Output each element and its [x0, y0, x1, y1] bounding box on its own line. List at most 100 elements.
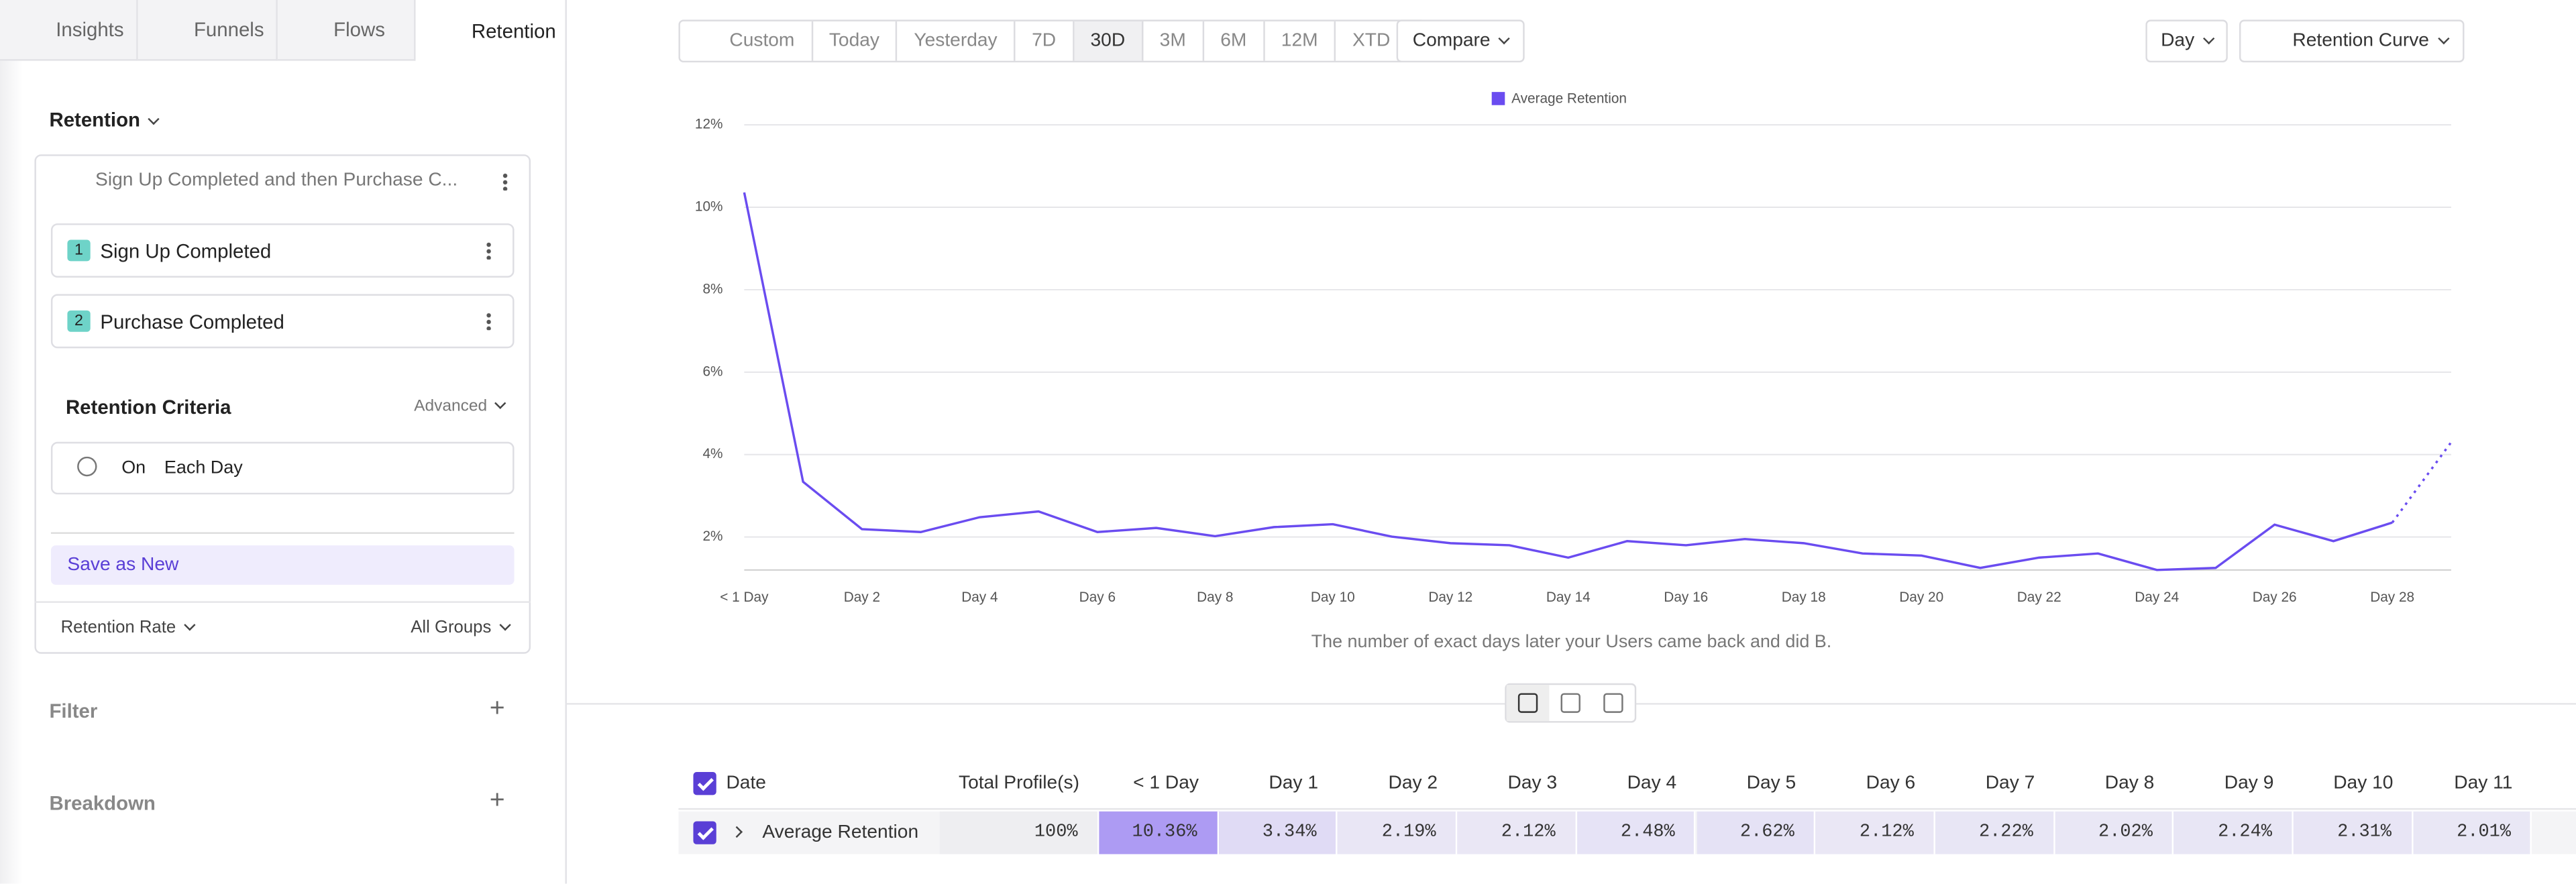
y-tick-label: 6%	[702, 364, 722, 379]
retention-cell: 2.02%	[2054, 811, 2174, 854]
retention-cell: 2.24%	[2174, 811, 2294, 854]
report-type[interactable]: Retention	[49, 109, 158, 131]
x-tick-label: < 1 Day	[720, 590, 769, 605]
criteria-title: Retention Criteria	[65, 396, 231, 419]
column-header: < 1 Day	[1133, 773, 1199, 793]
column-header: Day 11	[2454, 773, 2513, 793]
range-button[interactable]: 7D	[1016, 21, 1075, 61]
range-button[interactable]: Today	[812, 21, 898, 61]
menu[interactable]	[502, 172, 508, 191]
step-index: 2	[67, 310, 91, 332]
y-tick-label: 10%	[695, 199, 723, 215]
x-tick-label: Day 2	[844, 590, 880, 605]
range-button[interactable]: 3M	[1143, 21, 1204, 61]
range-button[interactable]: Yesterday	[898, 21, 1016, 61]
range-button[interactable]: 6M	[1204, 21, 1265, 61]
x-tick-label: Day 22	[2017, 590, 2061, 605]
retention-cell: 2.48%	[1576, 811, 1697, 854]
column-header: Date	[726, 773, 766, 793]
filter-label: Filter	[49, 700, 98, 723]
retention-cell: 2.19%	[1338, 811, 1458, 854]
retention-cell: 3.34%	[1218, 811, 1338, 854]
range-button[interactable]: 30D	[1074, 21, 1144, 61]
step-label: Purchase Completed	[100, 310, 284, 334]
column-header: Day 5	[1746, 773, 1796, 793]
add-filter[interactable]: +	[489, 694, 505, 723]
view[interactable]: Retention Curve	[2239, 19, 2465, 63]
tab[interactable]: Flows	[277, 0, 416, 61]
breakdown-label: Breakdown	[49, 791, 156, 815]
column-header: Day 8	[2104, 773, 2155, 793]
criteria-mode[interactable]: Advanced	[414, 398, 505, 416]
tab[interactable]: Funnels	[138, 0, 278, 61]
column-header: Day 6	[1866, 773, 1916, 793]
select-all[interactable]	[693, 772, 716, 795]
column-header: Total Profile(s)	[958, 773, 1079, 793]
x-tick-label: Day 24	[2135, 590, 2179, 605]
retention-cell: 2.01%	[2412, 811, 2532, 854]
add-breakdown[interactable]: +	[489, 787, 505, 815]
step[interactable]	[50, 294, 515, 349]
metric[interactable]: Retention Rate	[61, 618, 194, 637]
x-tick-label: Day 8	[1197, 590, 1233, 605]
range-button[interactable]: 12M	[1265, 21, 1336, 61]
y-tick-label: 4%	[702, 446, 722, 461]
criteria-box[interactable]	[50, 441, 515, 495]
column-header: Day 9	[2224, 773, 2274, 793]
step-label: Sign Up Completed	[100, 239, 272, 263]
interval[interactable]: Day	[2145, 19, 2228, 63]
step[interactable]	[50, 223, 515, 278]
line-incomplete	[2391, 441, 2453, 524]
sequence-name: Sign Up Completed and then Purchase C...	[95, 170, 458, 191]
y-tick-label: 12%	[695, 117, 723, 132]
chart: 2% 4% 6% 8% 10% 12% < 1 Day Day 2 Day 4 Day 6 Day …	[695, 91, 2453, 605]
divider	[50, 532, 515, 534]
menu[interactable]	[486, 312, 492, 331]
x-tick-label: Day 26	[2253, 590, 2297, 605]
retention-cell: 2.12%	[1457, 811, 1577, 854]
x-tick-label: Day 28	[2370, 590, 2414, 605]
divider	[34, 601, 531, 603]
x-tick-label: Day 10	[1311, 590, 1355, 605]
y-tick-label: 2%	[702, 529, 722, 544]
tab[interactable]: Insights	[0, 0, 138, 61]
line	[743, 192, 2393, 571]
x-tick-label: Day 6	[1079, 590, 1116, 605]
retention-cell: 2.31%	[2293, 811, 2413, 854]
compare[interactable]: Compare	[1396, 19, 1525, 63]
retention-cell: 2.62%	[1696, 811, 1816, 854]
range-group: Custom Today Yesterday 7D 30D 3M 6M 12M XTD	[678, 19, 1427, 63]
x-tick-label: Day 14	[1546, 590, 1591, 605]
criteria-value: Each Day	[164, 458, 243, 478]
criteria-on: On	[121, 458, 146, 478]
x-tick-label: Day 18	[1782, 590, 1826, 605]
range-button[interactable]: XTD	[1336, 21, 1425, 61]
x-tick-label: Day 20	[1899, 590, 1943, 605]
legend-label: Average Retention	[1511, 91, 1627, 107]
layout-toggle[interactable]	[1505, 683, 1637, 723]
retention-cell: 10.36%	[1099, 811, 1219, 854]
save-button[interactable]: Save as New	[50, 545, 515, 585]
menu[interactable]	[486, 241, 492, 260]
x-tick-label: Day 4	[961, 590, 998, 605]
retention-cell: 2.22%	[1935, 811, 2055, 854]
clock-icon	[77, 456, 97, 477]
header-rule	[678, 808, 2576, 810]
legend-swatch	[1491, 92, 1505, 105]
x-tick-label: Day 12	[1428, 590, 1472, 605]
row-name: Average Retention	[762, 811, 943, 854]
column-header: Day 7	[1985, 773, 2035, 793]
step-index: 1	[67, 239, 91, 262]
groups[interactable]: All Groups	[411, 618, 509, 637]
column-header: Day 3	[1507, 773, 1558, 793]
y-tick-label: 8%	[702, 281, 722, 296]
column-header: Day 4	[1627, 773, 1677, 793]
range-button[interactable]: Custom	[680, 21, 813, 61]
retention-cell: 2.12%	[1815, 811, 1935, 854]
tab[interactable]: Retention	[415, 0, 567, 61]
row-checkbox[interactable]	[693, 821, 716, 844]
chart-caption: The number of exact days later your User…	[1311, 632, 1832, 653]
